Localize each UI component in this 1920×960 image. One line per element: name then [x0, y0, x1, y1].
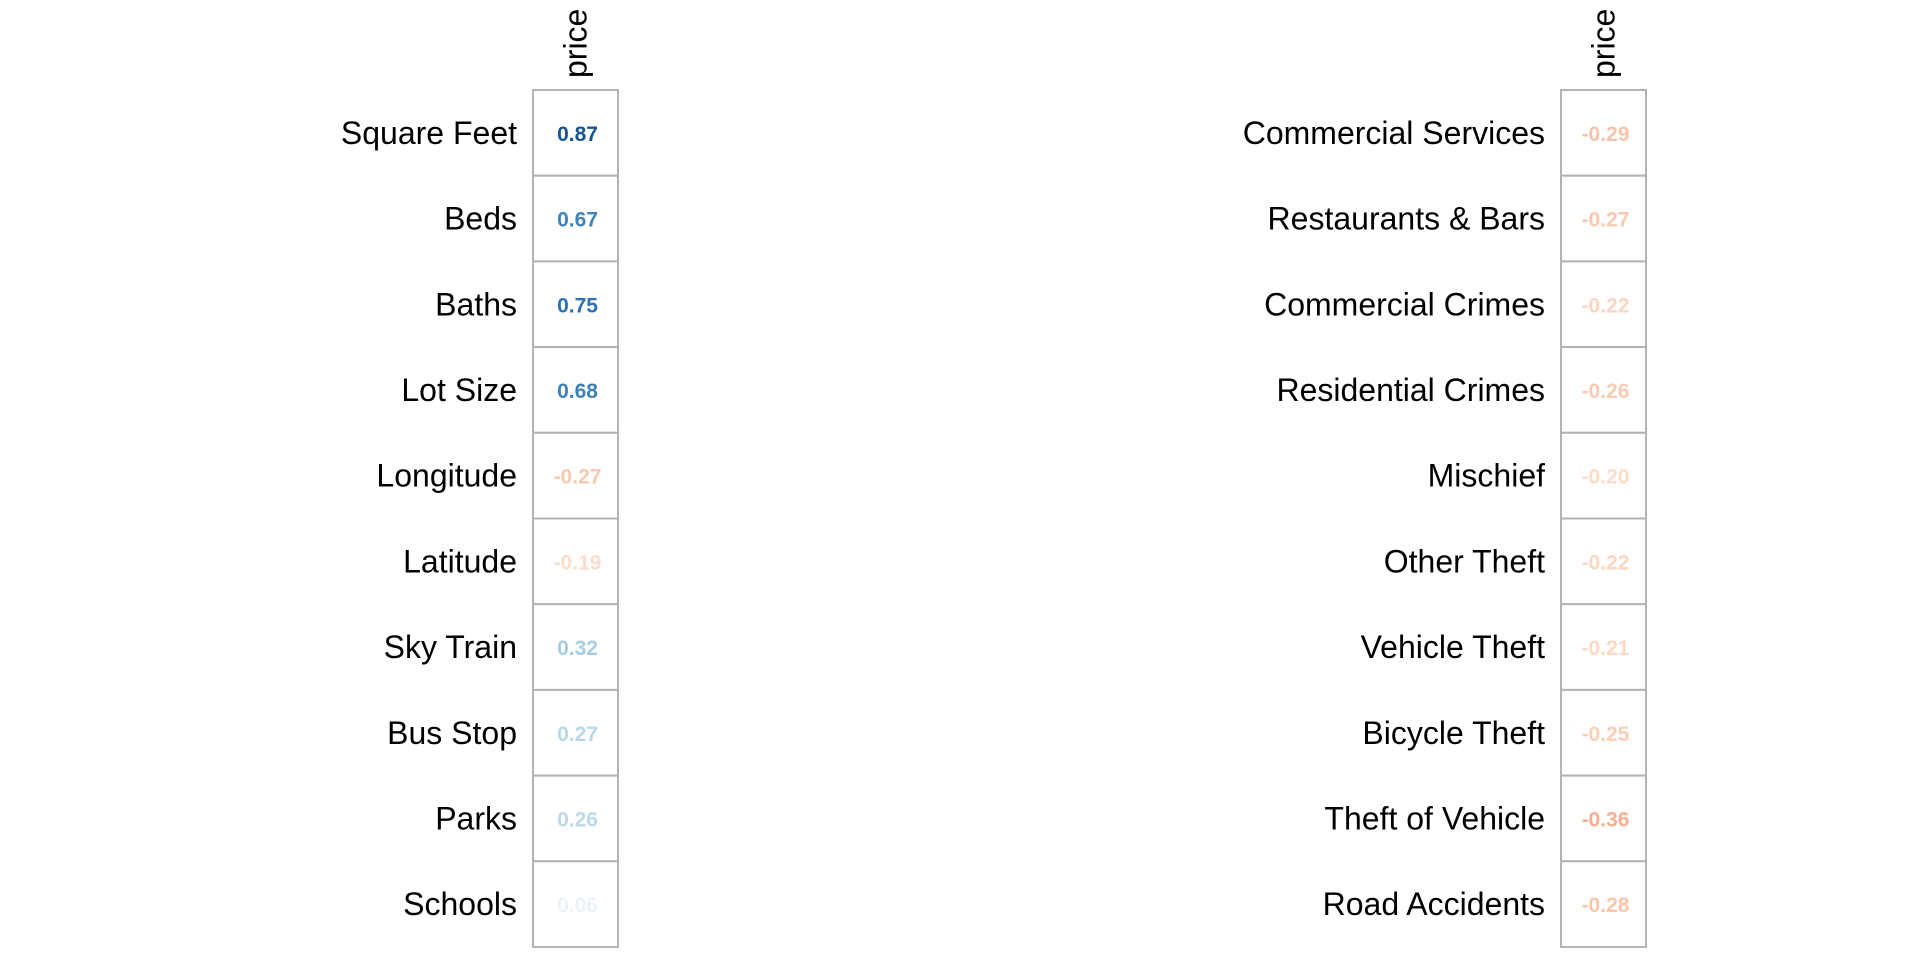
heatmap-cell-vehicle-theft	[1560, 603, 1647, 691]
heatmap-cell-beds	[532, 174, 619, 263]
cell-value-vehicle-theft: -0.21	[1582, 637, 1630, 660]
cell-value-commercial-services: -0.29	[1582, 123, 1630, 146]
heatmap-cell-commercial-services	[1560, 89, 1647, 177]
heatmap-cell-other-theft	[1560, 517, 1647, 606]
correlation-panel-left: price Square Feet 0.87 Beds 0.67 Baths 0.75 Lot…	[341, 9, 619, 948]
heatmap-cell-bicycle-theft	[1560, 688, 1647, 777]
cell-value-theft-of-vehicle: -0.36	[1582, 808, 1630, 831]
row-label-theft-of-vehicle: Theft of Vehicle	[1324, 800, 1545, 836]
cell-value-latitude: -0.19	[554, 551, 602, 574]
cell-value-beds: 0.67	[557, 209, 598, 232]
row-label-other-theft: Other Theft	[1384, 543, 1545, 579]
heatmap-cell-road-accidents	[1560, 860, 1647, 948]
cell-value-parks: 0.26	[557, 808, 598, 831]
row-label-bicycle-theft: Bicycle Theft	[1362, 715, 1545, 751]
cell-value-lot-size: 0.68	[557, 380, 598, 403]
row-label-parks: Parks	[435, 800, 517, 836]
row-label-road-accidents: Road Accidents	[1323, 886, 1545, 922]
column-label-price: price	[558, 9, 594, 78]
row-label-residential-crimes: Residential Crimes	[1276, 372, 1545, 408]
row-label-beds: Beds	[444, 201, 517, 237]
heatmap-cell-restaurants-and-bars	[1560, 174, 1647, 263]
row-label-square-feet: Square Feet	[341, 115, 517, 151]
heatmap-cell-schools	[532, 860, 619, 948]
cell-value-square-feet: 0.87	[557, 123, 598, 146]
heatmap-cell-lot-size	[532, 346, 619, 434]
heatmap-cell-latitude	[532, 517, 619, 606]
row-label-commercial-services: Commercial Services	[1243, 115, 1545, 151]
row-label-baths: Baths	[435, 286, 517, 322]
row-label-commercial-crimes: Commercial Crimes	[1264, 286, 1545, 322]
heatmap-cell-theft-of-vehicle	[1560, 774, 1647, 863]
cell-value-residential-crimes: -0.26	[1582, 380, 1630, 403]
heatmap-cell-bus-stop	[532, 688, 619, 777]
cell-value-bicycle-theft: -0.25	[1582, 723, 1630, 746]
cell-value-other-theft: -0.22	[1582, 551, 1630, 574]
row-label-vehicle-theft: Vehicle Theft	[1361, 629, 1546, 665]
row-label-lot-size: Lot Size	[401, 372, 517, 408]
row-label-sky-train: Sky Train	[384, 629, 517, 665]
row-label-longitude: Longitude	[376, 458, 517, 494]
cell-value-mischief: -0.20	[1582, 466, 1630, 489]
cell-value-road-accidents: -0.28	[1582, 894, 1630, 917]
cell-value-baths: 0.75	[557, 294, 598, 317]
heatmap-cell-square-feet	[532, 89, 619, 177]
cell-value-bus-stop: 0.27	[557, 723, 598, 746]
row-label-mischief: Mischief	[1428, 458, 1545, 494]
cell-value-schools: 0.06	[557, 894, 598, 917]
heatmap-cell-residential-crimes	[1560, 346, 1647, 434]
cell-value-commercial-crimes: -0.22	[1582, 294, 1630, 317]
column-label-price: price	[1586, 9, 1622, 78]
row-label-bus-stop: Bus Stop	[387, 715, 517, 751]
row-label-schools: Schools	[403, 886, 517, 922]
row-label-restaurants-and-bars: Restaurants & Bars	[1268, 201, 1545, 237]
cell-value-restaurants-and-bars: -0.27	[1582, 209, 1630, 232]
row-label-latitude: Latitude	[403, 543, 517, 579]
correlation-panel-right: price Commercial Services -0.29 Restaurants…	[1243, 9, 1647, 948]
cell-value-sky-train: 0.32	[557, 637, 598, 660]
cell-value-longitude: -0.27	[554, 466, 602, 489]
